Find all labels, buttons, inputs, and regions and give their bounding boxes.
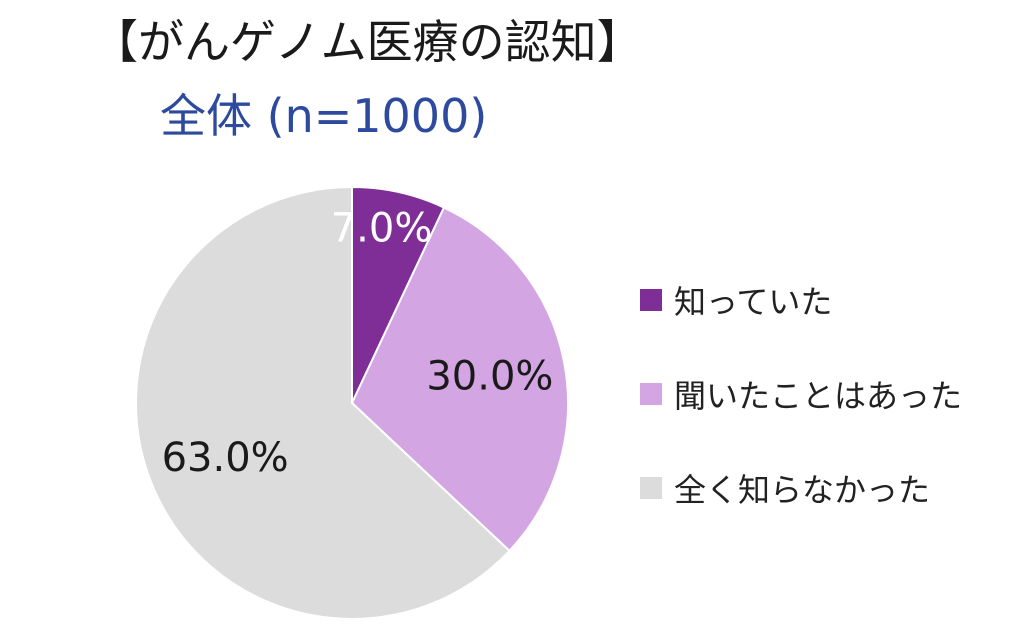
- legend-label-known: 知っていた: [674, 283, 833, 321]
- legend-item-known: 知っていた: [640, 276, 962, 324]
- chart-subtitle: 全体 (n=1000): [160, 89, 488, 143]
- legend-swatch-known: [640, 289, 662, 311]
- legend-label-unknown: 全く知らなかった: [674, 471, 931, 509]
- legend-item-heard: 聞いたことはあった: [640, 370, 962, 418]
- legend-swatch-heard: [640, 383, 662, 405]
- data-label-known: 7.0%: [331, 205, 433, 251]
- legend-item-unknown: 全く知らなかった: [640, 464, 962, 512]
- pie-slice-heard: [350, 206, 569, 553]
- data-label-heard: 30.0%: [426, 354, 553, 400]
- legend-swatch-unknown: [640, 477, 662, 499]
- legend-label-heard: 聞いたことはあった: [674, 377, 963, 415]
- data-label-unknown: 63.0%: [162, 435, 289, 481]
- legend: 知っていた 聞いたことはあった 全く知らなかった: [640, 276, 962, 558]
- chart-title: 【がんゲノム医療の認知】: [92, 15, 643, 69]
- pie-slice-unknown: [135, 185, 511, 620]
